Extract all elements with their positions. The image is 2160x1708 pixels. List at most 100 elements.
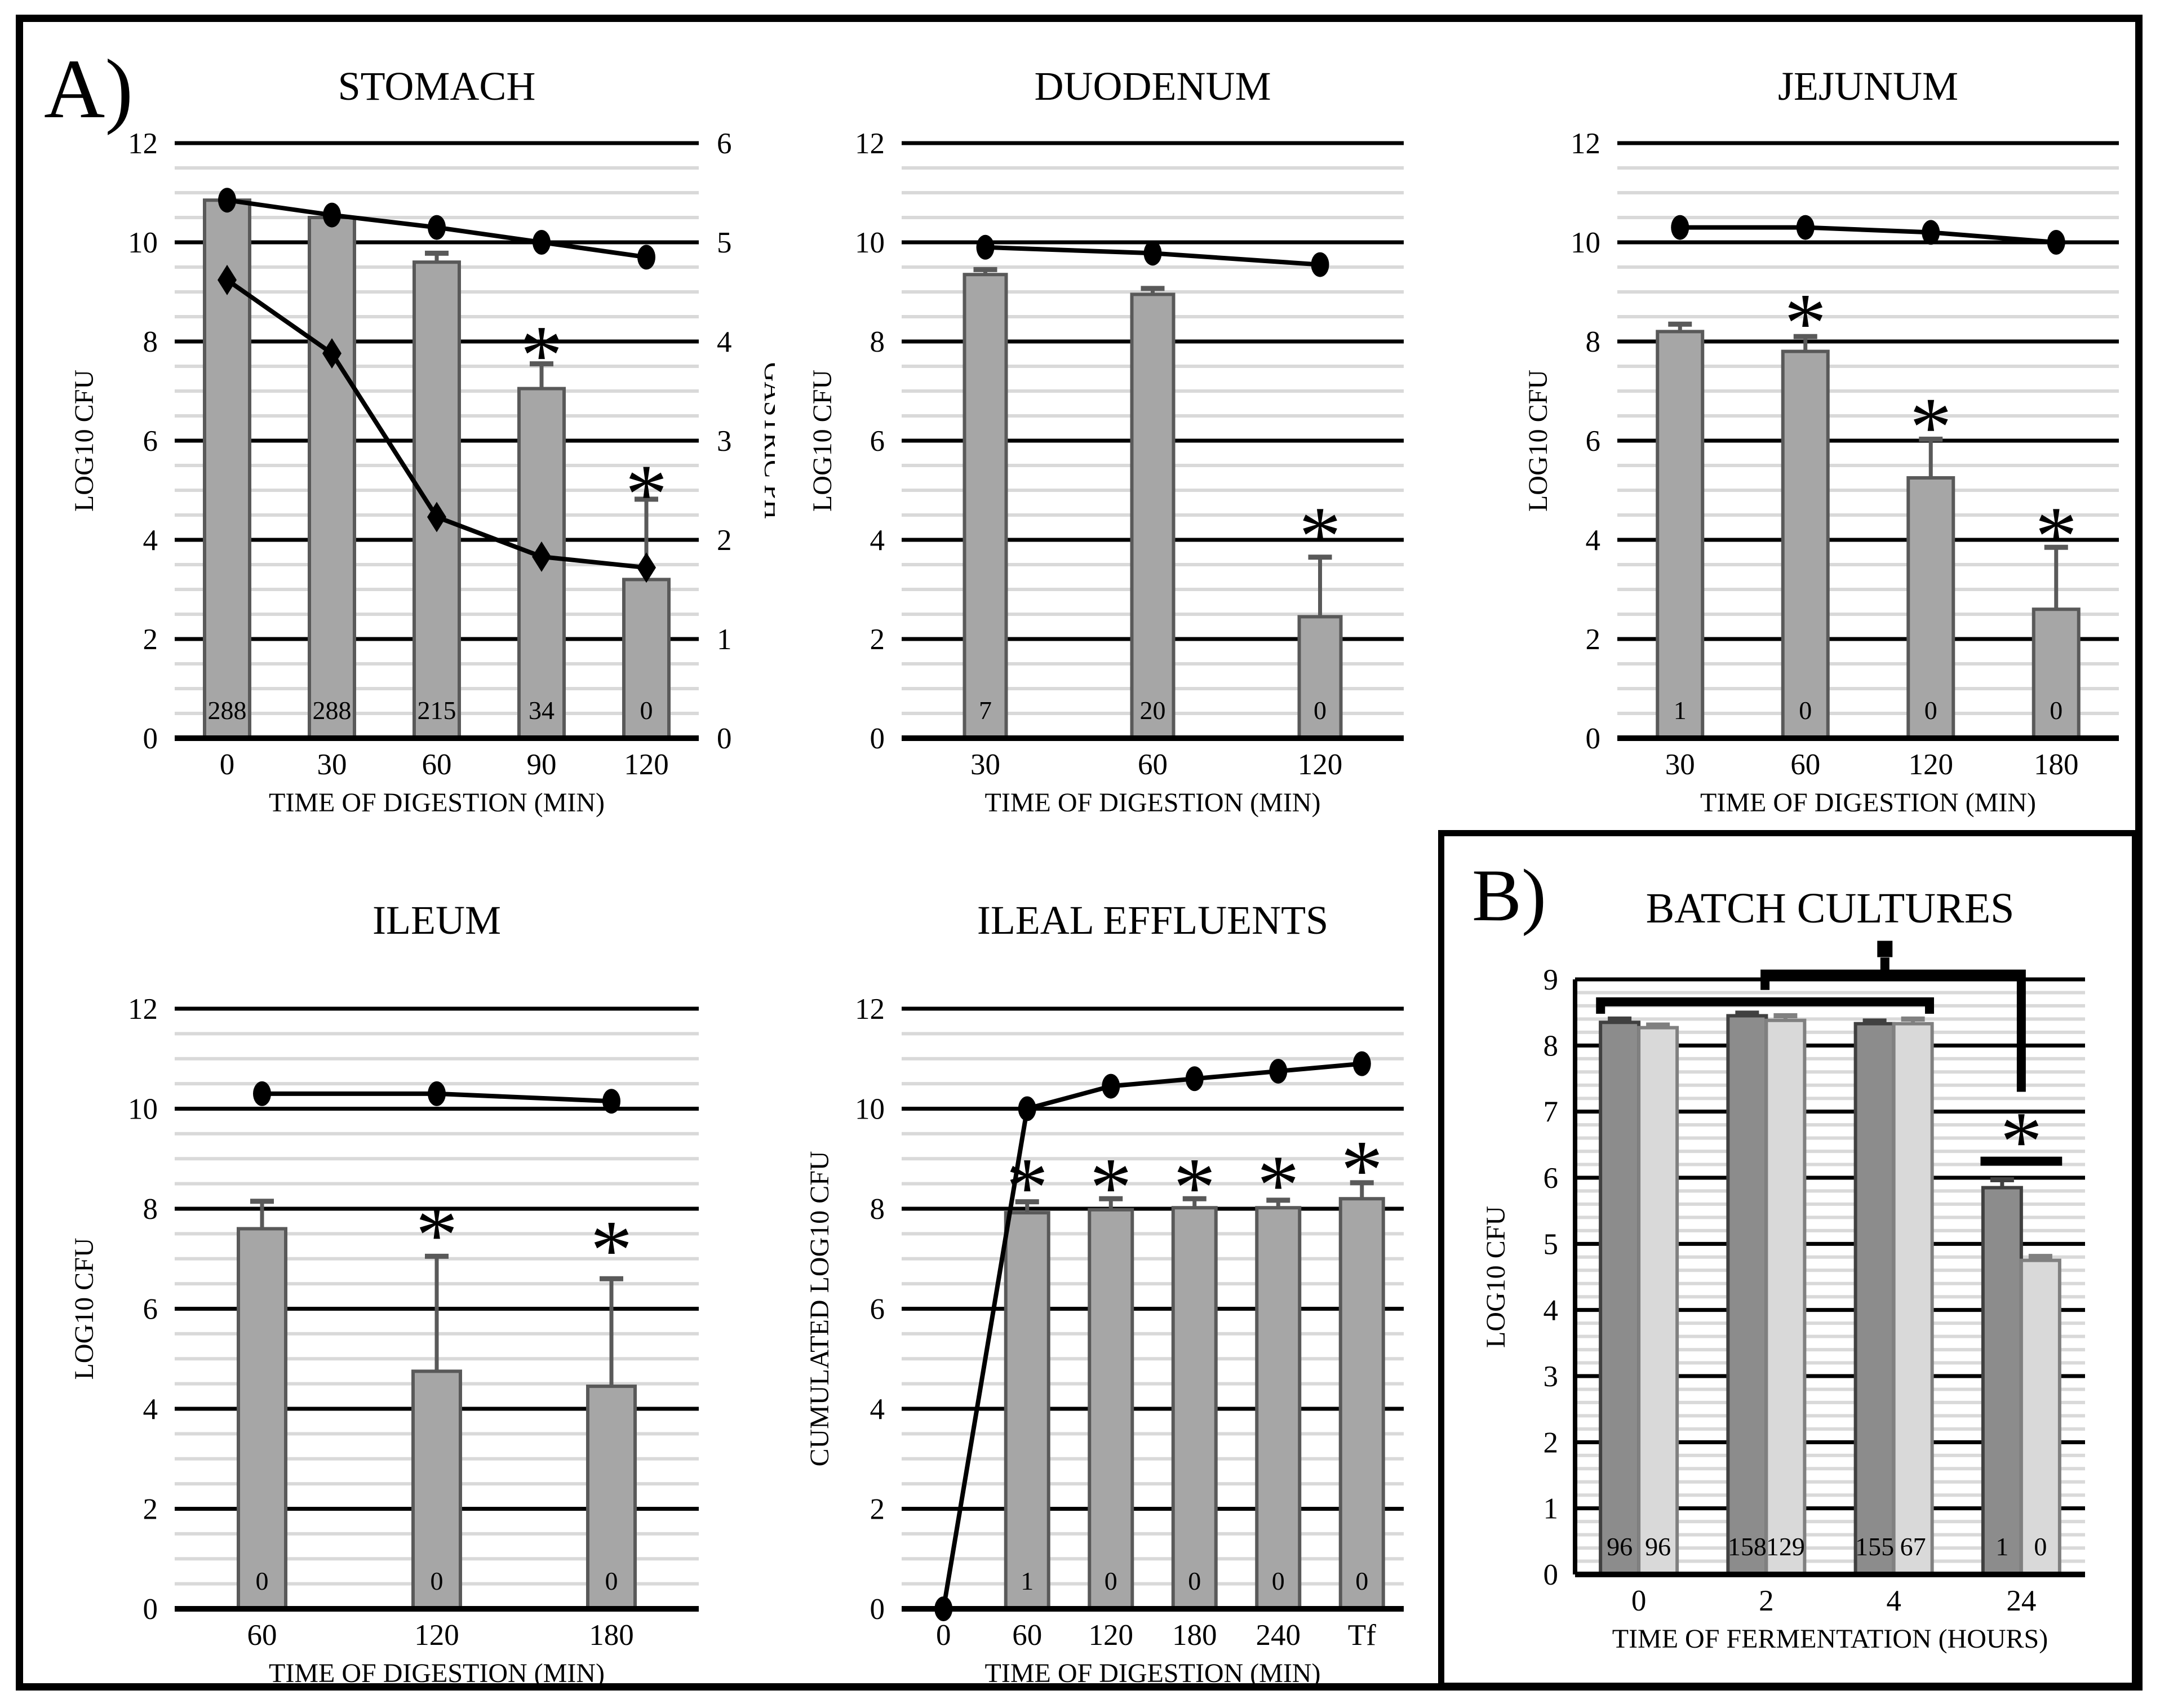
y-tick-label: 2 — [143, 1493, 158, 1526]
x-tick-label: 60 — [1012, 1619, 1042, 1652]
x-tick-label: 0 — [936, 1619, 951, 1652]
significance-asterisk: * — [1090, 1141, 1132, 1234]
ileum-chart: 0 0 0 * * 0 2 4 6 8 10 12 60 120 180 TIME OF DIGESTION … — [69, 898, 699, 1688]
y-tick-label: 12 — [128, 127, 158, 160]
bar-base-count: 129 — [1766, 1532, 1805, 1561]
bar-base-count: 34 — [529, 696, 555, 725]
circle-marker — [253, 1081, 271, 1106]
circle-marker — [1671, 215, 1689, 240]
y-tick-label: 12 — [855, 127, 885, 160]
y-axis-title: CUMULATED LOG10 CFU — [805, 1151, 835, 1466]
circle-marker — [1352, 1051, 1371, 1076]
circle-marker — [1311, 252, 1329, 277]
x-tick-label: 60 — [422, 748, 452, 781]
cfu-bars-bar — [308, 216, 356, 740]
y-tick-label: 2 — [1586, 623, 1601, 656]
bar-base-count: 288 — [208, 696, 247, 725]
chart-title: ILEAL EFFLUENTS — [977, 898, 1328, 943]
y2-tick-label: 0 — [717, 722, 732, 755]
significance-asterisk: * — [2035, 490, 2077, 583]
cfu-bars-bar — [413, 260, 461, 740]
chart-title: DUODENUM — [1035, 64, 1271, 109]
significance-asterisk: * — [591, 1203, 633, 1297]
circle-marker — [1185, 1066, 1204, 1092]
x-axis-title: TIME OF DIGESTION (MIN) — [269, 788, 605, 818]
bar-base-count: 0 — [605, 1567, 618, 1595]
circle-marker — [1796, 215, 1815, 240]
light-gray-bars-bar — [1764, 1018, 1807, 1577]
y-axis-title: LOG10 CFU — [808, 370, 837, 512]
significance-asterisk: * — [626, 447, 668, 541]
bar-base-count: 0 — [256, 1567, 269, 1595]
cfu-bars-bar — [1781, 349, 1830, 740]
bar-base-count: 0 — [1188, 1567, 1201, 1595]
x-axis-title: TIME OF DIGESTION (MIN) — [1700, 788, 2036, 818]
y-tick-label: 0 — [870, 722, 885, 755]
square-significance-marker — [1877, 940, 1893, 957]
circle-marker — [1922, 220, 1940, 245]
light-gray-bars-bar — [2019, 1258, 2061, 1576]
bar-base-count: 0 — [1799, 696, 1812, 725]
y2-axis-title: GASTRIC PH — [759, 362, 775, 520]
y-tick-label: 10 — [855, 1093, 885, 1126]
circle-marker — [1102, 1073, 1120, 1099]
diamond-marker — [427, 502, 446, 533]
x-tick-label: 60 — [1138, 748, 1168, 781]
bar-base-count: 0 — [640, 696, 653, 725]
significance-asterisk: * — [1173, 1141, 1216, 1234]
circle-marker — [637, 245, 655, 270]
y-tick-label: 6 — [1586, 425, 1601, 458]
y-tick-label: 12 — [855, 993, 885, 1026]
x-tick-label: 24 — [2006, 1585, 2036, 1617]
y-tick-label: 4 — [870, 524, 885, 557]
y-tick-label: 10 — [128, 1093, 158, 1126]
bar-base-count: 0 — [1355, 1567, 1368, 1595]
y-tick-label: 6 — [143, 425, 158, 458]
diamond-marker — [322, 338, 341, 369]
x-tick-label: 180 — [2034, 748, 2079, 781]
bar-base-count: 0 — [1105, 1567, 1117, 1595]
bar-base-count: 0 — [1924, 696, 1937, 725]
y-axis-title: LOG10 CFU — [1481, 1206, 1511, 1348]
diamond-marker — [532, 541, 551, 572]
cumulated-cfu-bars-bar — [1004, 1211, 1050, 1611]
light-gray-bars-bar — [1892, 1022, 1934, 1576]
y-tick-label: 12 — [1571, 127, 1600, 160]
chart-title: ILEUM — [372, 898, 501, 943]
circle-marker — [218, 188, 236, 213]
x-tick-label: 2 — [1759, 1585, 1774, 1617]
x-tick-label: 240 — [1256, 1619, 1301, 1652]
y-tick-label: 4 — [1544, 1294, 1559, 1327]
y-tick-label: 12 — [128, 993, 158, 1026]
bar-base-count: 158 — [1728, 1532, 1767, 1561]
duodenum-chart: 7 20 0 * 0 2 4 6 8 10 12 30 60 120 TIME OF DIGESTION (… — [808, 64, 1404, 818]
diamond-marker — [637, 552, 656, 583]
x-tick-label: 120 — [1089, 1619, 1134, 1652]
y-axis-title: LOG10 CFU — [69, 370, 99, 512]
y-tick-label: 0 — [143, 722, 158, 755]
y2-tick-label: 1 — [717, 623, 732, 656]
bar-base-count: 1 — [1674, 696, 1687, 725]
x-tick-label: 0 — [1631, 1585, 1647, 1617]
x-tick-label: 120 — [1909, 748, 1954, 781]
y-tick-label: 0 — [1586, 722, 1601, 755]
y-tick-label: 6 — [870, 1293, 885, 1326]
significance-asterisk: * — [1910, 380, 1952, 474]
viable-count-line — [1680, 225, 2057, 245]
x-tick-label: 120 — [1298, 748, 1343, 781]
y-tick-label: 8 — [870, 1193, 885, 1226]
circle-marker — [428, 215, 446, 240]
y-tick-label: 6 — [870, 425, 885, 458]
y-tick-label: 4 — [143, 1393, 158, 1426]
y-tick-label: 10 — [855, 227, 885, 259]
x-tick-label: 0 — [220, 748, 235, 781]
significance-asterisk: * — [2000, 1095, 2042, 1188]
bar-base-count: 288 — [313, 696, 352, 725]
y-tick-label: 2 — [1544, 1426, 1559, 1459]
y-tick-label: 6 — [1544, 1162, 1559, 1195]
significance-asterisk: * — [1299, 490, 1341, 583]
x-tick-label: 4 — [1886, 1585, 1901, 1617]
